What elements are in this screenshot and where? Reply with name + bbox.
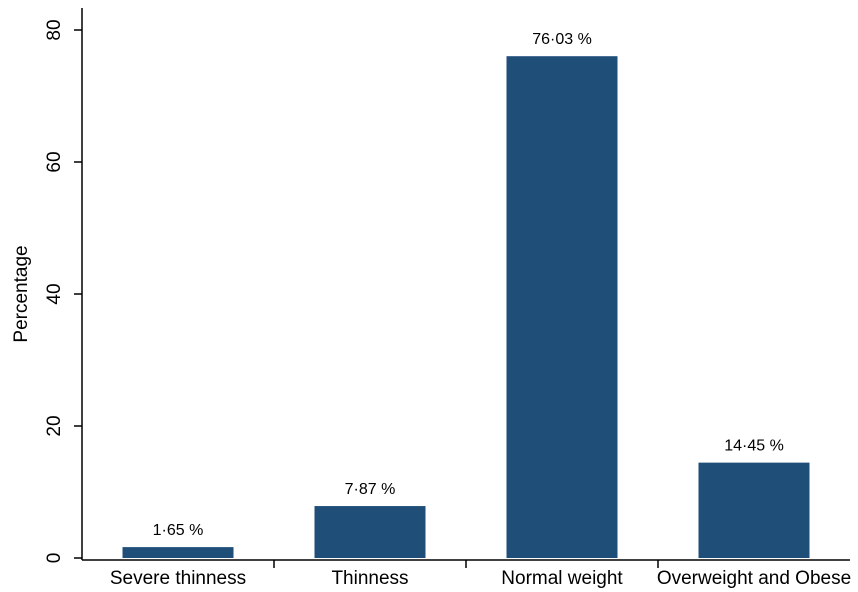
bar-value-label: 76·03 % (532, 31, 592, 48)
bar-value-label: 1·65 % (153, 522, 204, 539)
y-tick-label: 0 (44, 553, 65, 564)
x-category-label: Overweight and Obese (657, 568, 851, 589)
x-ticks: Severe thinness Thinness Normal weight Over… (110, 560, 851, 589)
bar (122, 547, 234, 558)
y-ticks: 0 20 40 60 80 (44, 19, 82, 563)
bar (314, 506, 426, 558)
bar-value-label: 7·87 % (345, 481, 396, 498)
x-category-label: Severe thinness (110, 568, 246, 589)
bar-value-label: 14·45 % (724, 438, 784, 455)
x-category-label: Normal weight (501, 568, 623, 589)
y-tick-label: 40 (44, 283, 65, 304)
x-category-label: Thinness (331, 568, 408, 589)
y-tick-label: 60 (44, 151, 65, 172)
value-labels: 1·65 % 7·87 % 76·03 % 14·45 % (153, 31, 784, 539)
bar (698, 462, 810, 558)
y-axis-title: Percentage (11, 245, 32, 342)
y-tick-label: 80 (44, 19, 65, 40)
bar (506, 56, 618, 559)
y-tick-label: 20 (44, 415, 65, 436)
bars (122, 56, 810, 559)
